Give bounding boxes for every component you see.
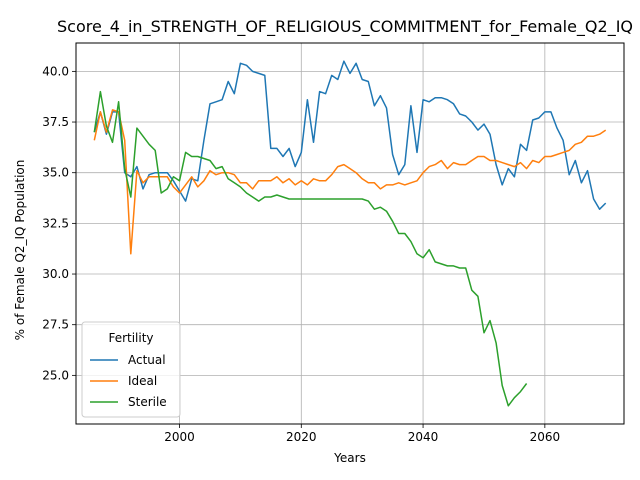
legend-label-sterile: Sterile: [128, 395, 167, 409]
x-tick-label: 2040: [408, 430, 439, 444]
y-ticks: 25.0 27.5 30.0 32.5 35.0 37.5 40.0: [42, 64, 76, 382]
legend-box: [81, 321, 181, 418]
chart-title: Score_4_in_STRENGTH_OF_RELIGIOUS_COMMITM…: [57, 17, 633, 37]
y-tick-label: 37.5: [42, 115, 69, 129]
series-layer: [93, 60, 607, 407]
legend-title: Fertility: [108, 331, 153, 345]
y-tick-label: 30.0: [42, 267, 69, 281]
x-ticks: 2000 2020 2040 2060: [164, 424, 560, 444]
y-tick-label: 25.0: [42, 368, 69, 382]
y-tick-label: 40.0: [42, 64, 69, 78]
y-tick-label: 27.5: [42, 318, 69, 332]
x-tick-label: 2000: [164, 430, 195, 444]
y-tick-label: 35.0: [42, 166, 69, 180]
series-line-actual: [93, 60, 607, 210]
y-axis-label: % of Female Q2_IQ Population: [13, 160, 27, 341]
x-tick-label: 2020: [286, 430, 317, 444]
legend-label-actual: Actual: [128, 353, 166, 367]
series-line-sterile: [93, 90, 528, 407]
x-axis-label: Years: [333, 451, 366, 465]
y-tick-label: 32.5: [42, 216, 69, 230]
legend: Fertility Actual Ideal Sterile: [81, 321, 181, 418]
series-line-ideal: [93, 109, 607, 255]
legend-label-ideal: Ideal: [128, 374, 157, 388]
x-tick-label: 2060: [530, 430, 561, 444]
axes-frame: [75, 42, 625, 425]
